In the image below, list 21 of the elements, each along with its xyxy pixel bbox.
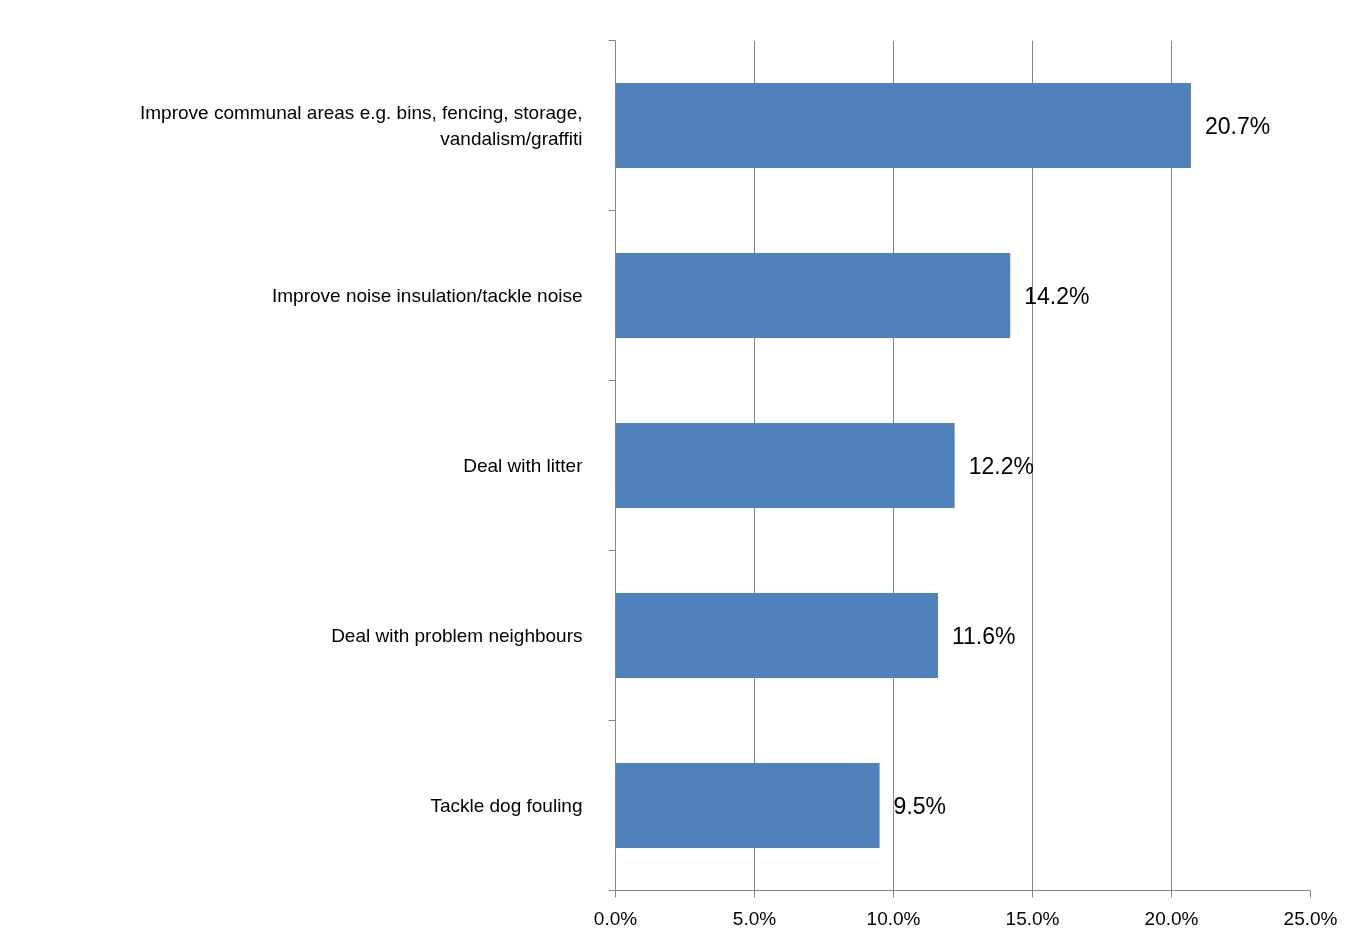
bar <box>615 593 938 678</box>
x-tick-label: 5.0% <box>732 907 777 929</box>
y-tick-label: Deal with litter <box>463 455 584 476</box>
data-label: 9.5% <box>893 792 947 819</box>
x-tick-label: 25.0% <box>1283 907 1338 929</box>
bar <box>615 83 1191 168</box>
data-label: 14.2% <box>1024 282 1090 309</box>
data-label: 20.7% <box>1204 112 1271 139</box>
y-tick-label: Tackle dog fouling <box>430 795 583 816</box>
y-tick-label: Deal with problem neighbours <box>331 625 583 646</box>
bar <box>615 423 955 508</box>
bar <box>615 253 1011 338</box>
x-tick-label: 0.0% <box>593 907 638 929</box>
bar <box>615 763 880 848</box>
x-tick-label: 20.0% <box>1144 907 1199 929</box>
y-tick-label: Improve noise insulation/tackle noise <box>272 285 583 306</box>
data-label: 11.6% <box>951 622 1016 649</box>
data-label: 12.2% <box>968 452 1034 479</box>
x-tick-label: 10.0% <box>866 907 921 929</box>
x-tick-label: 15.0% <box>1005 907 1060 929</box>
y-tick-label: Improve communal areas e.g. bins, fencing, storage, vandalism/graffiti <box>140 102 583 149</box>
